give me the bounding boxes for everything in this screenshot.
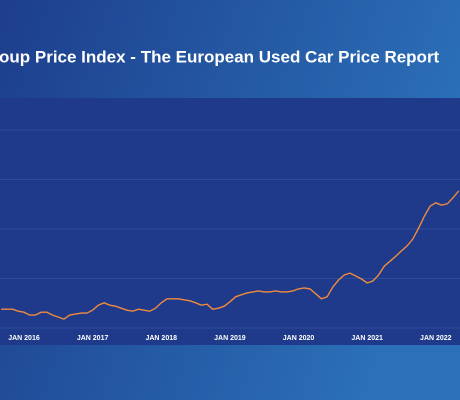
chart-title: oup Price Index - The European Used Car … xyxy=(0,47,440,66)
plot-panel xyxy=(0,98,460,345)
x-tick-label: JAN 2019 xyxy=(214,335,246,342)
x-tick-label: JAN 2021 xyxy=(351,335,383,342)
x-tick-label: JAN 2022 xyxy=(420,335,452,342)
x-tick-label: JAN 2018 xyxy=(145,335,177,342)
x-tick-label: JAN 2016 xyxy=(8,335,40,342)
x-tick-label: JAN 2020 xyxy=(283,335,315,342)
data-line xyxy=(1,190,460,320)
x-tick-label: JAN 2017 xyxy=(77,335,109,342)
